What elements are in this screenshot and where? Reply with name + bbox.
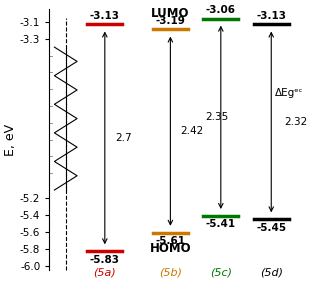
Text: -3.13: -3.13: [90, 11, 120, 21]
Text: -5.61: -5.61: [155, 236, 185, 246]
Text: -5.41: -5.41: [206, 219, 236, 230]
Text: 2.7: 2.7: [115, 133, 132, 143]
Text: -3.13: -3.13: [256, 11, 286, 21]
Text: -5.83: -5.83: [90, 255, 120, 265]
Text: (5b): (5b): [159, 267, 182, 277]
Text: -3.19: -3.19: [155, 16, 185, 26]
Y-axis label: E, eV: E, eV: [4, 124, 17, 156]
Text: -5.45: -5.45: [256, 223, 286, 233]
Text: 2.32: 2.32: [284, 117, 307, 127]
Text: 2.35: 2.35: [206, 112, 229, 122]
Text: -3.06: -3.06: [206, 5, 236, 15]
Text: (5c): (5c): [210, 267, 232, 277]
Text: 2.42: 2.42: [180, 126, 204, 136]
Text: LUMO: LUMO: [151, 7, 190, 20]
Text: (5d): (5d): [260, 267, 283, 277]
Text: HOMO: HOMO: [149, 242, 191, 255]
Text: (5a): (5a): [94, 267, 116, 277]
Text: ΔEgᵉᶜ: ΔEgᵉᶜ: [275, 88, 304, 98]
